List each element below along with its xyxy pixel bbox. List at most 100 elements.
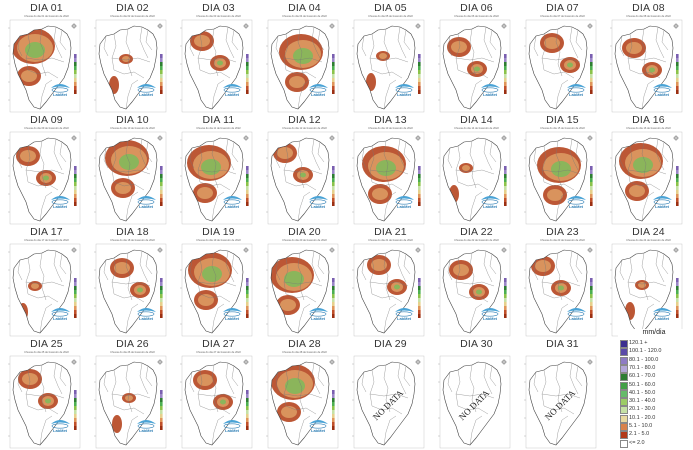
panel-day-label: DIA 29 [374,338,407,350]
logo-text: LabMet [311,204,326,209]
panel-day-label: DIA 17 [30,226,63,238]
region-outline [184,137,244,222]
panel-day-label: DIA 05 [374,2,407,14]
panel-colorbar [160,166,163,206]
panel-subtitle: Chuvas do dia 11 de fevereiro de 2022 [196,126,241,130]
rainfall-shading [188,252,232,310]
labmet-logo: LabMet [51,308,70,321]
north-arrow-icon [329,23,335,29]
map-frame [353,355,425,449]
labmet-logo: LabMet [481,196,500,209]
panel-day-label: DIA 31 [546,338,579,350]
rainfall-shading [112,393,136,433]
panel-subtitle: Chuvas do dia 07 de fevereiro de 2022 [540,14,585,18]
legend-item: 5.1 - 10.0 [620,422,690,431]
map-panel: DIA 13 Chuvas do dia 13 de fevereiro de 2… [348,114,433,226]
rainfall-map: Chuvas do dia 15 de fevereiro de 2022 Lab… [524,126,597,225]
labmet-logo: LabMet [395,196,414,209]
legend-item: <= 2.0 [620,439,690,448]
legend-title: mm/dia [642,329,666,336]
legend-swatch [620,340,628,348]
panel-subtitle: Chuvas do dia 01 de fevereiro de 2022 [24,14,69,18]
state-borders [533,138,583,222]
map-frame [267,355,339,449]
logo-text: LabMet [397,316,412,321]
panel-colorbar [160,278,163,318]
panel-subtitle: Chuvas do dia 27 de fevereiro de 2022 [196,350,241,354]
rainfall-map: Chuvas do dia 25 de fevereiro de 2022 Lab… [8,350,81,449]
rainfall-shading [366,51,390,91]
north-arrow-icon [243,23,249,29]
legend-swatch [620,389,628,398]
map-frame [267,243,339,337]
no-data-stamp: NO DATA [543,387,578,422]
panel-subtitle: Chuvas do dia 25 de fevereiro de 2022 [24,350,69,354]
legend-item: 2.1 - 5.0 [620,430,690,440]
rainfall-shading [193,370,233,410]
region-outline [98,25,158,110]
legend-label: 60.1 - 70.0 [629,373,656,380]
region-outline [442,361,502,446]
rainfall-shading [449,260,489,300]
region-outline [270,25,330,110]
state-borders [275,26,325,110]
state-borders [533,362,583,446]
north-arrow-icon [243,135,249,141]
legend-label: 5.1 - 10.0 [629,423,653,429]
logo-text: LabMet [483,204,498,209]
panel-subtitle: Chuvas do dia 19 de fevereiro de 2022 [196,238,241,242]
state-borders [447,250,497,334]
panel-subtitle: Chuvas do dia 02 de fevereiro de 2022 [110,14,155,18]
rainfall-shading [18,281,42,321]
logo-text: LabMet [483,92,498,97]
panel-colorbar [246,166,249,206]
labmet-logo: LabMet [137,196,156,209]
labmet-logo: LabMet [223,196,242,209]
map-panel: DIA 06 Chuvas do dia 06 de fevereiro de 2… [434,2,519,114]
labmet-logo: LabMet [51,84,70,97]
north-arrow-icon [673,135,679,141]
rainfall-shading [619,143,663,201]
panel-subtitle: Chuvas do dia 15 de fevereiro de 2022 [540,126,585,130]
legend-item: 100.1 - 120.0 [620,347,690,357]
logo-text: LabMet [569,316,584,321]
panel-day-label: DIA 10 [116,114,149,126]
rainfall-shading [13,28,55,86]
panel-subtitle: Chuvas do dia 16 de fevereiro de 2022 [626,126,671,130]
map-panel: DIA 24 Chuvas do dia 24 de fevereiro de 2… [606,226,691,338]
panel-day-label: DIA 20 [288,226,321,238]
rainfall-map: Chuvas do dia 20 de fevereiro de 2022 Lab… [266,238,339,337]
panel-subtitle: Chuvas do dia 22 de fevereiro de 2022 [454,238,499,242]
map-frame [267,131,339,225]
map-panel: DIA 25 Chuvas do dia 25 de fevereiro de 2… [4,338,89,450]
region-outline [614,137,674,222]
map-frame [525,243,597,337]
legend-item: 60.1 - 70.0 [620,372,690,382]
region-outline [12,137,72,222]
rainfall-shading [187,145,231,203]
panel-colorbar [590,278,593,318]
legend-label: 70.1 - 80.0 [629,364,656,371]
region-outline [528,25,588,110]
rainfall-shading [109,54,133,94]
north-arrow-icon [501,247,507,253]
logo-text: LabMet [139,204,154,209]
legend-swatch [620,364,628,373]
labmet-logo: LabMet [309,84,328,97]
legend-swatch [620,381,628,390]
panel-day-label: DIA 26 [116,338,149,350]
legend-swatch [620,373,628,382]
rainfall-map: Chuvas do dia 22 de fevereiro de 2022 Lab… [438,238,511,337]
north-arrow-icon [415,23,421,29]
region-outline [356,249,416,334]
panel-day-label: DIA 04 [288,2,321,14]
state-borders [447,362,497,446]
map-panel: DIA 17 Chuvas do dia 17 de fevereiro de 2… [4,226,89,338]
region-outline [270,249,330,334]
map-panel: DIA 19 Chuvas do dia 19 de fevereiro de 2… [176,226,261,338]
panel-subtitle: Chuvas do dia 17 de fevereiro de 2022 [24,238,69,242]
logo-text: LabMet [655,204,670,209]
rainfall-shading [18,369,58,409]
map-frame [181,131,253,225]
north-arrow-icon [157,359,163,365]
